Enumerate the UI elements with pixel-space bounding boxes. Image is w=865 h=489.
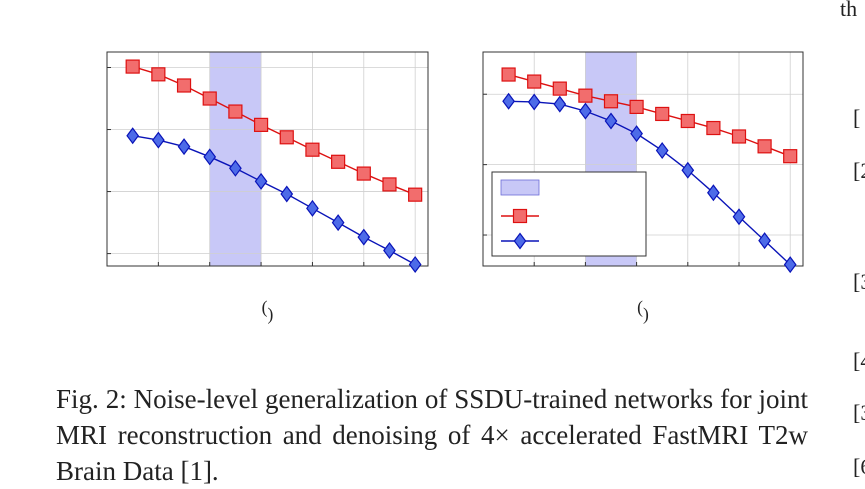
caption-text: Noise-level generalization of SSDU-train… [56, 384, 809, 486]
lpdsnet-point [408, 187, 423, 202]
e2evarnet-point [331, 214, 345, 232]
lpdsnet-point [680, 113, 695, 129]
lpdsnet-point [331, 154, 346, 169]
lpdsnet-point [305, 142, 320, 157]
x-axis-label-close: ) [643, 304, 649, 324]
lpdsnet-line [132, 65, 416, 196]
e2evarnet-point [203, 148, 217, 166]
lpdsnet-point [783, 149, 798, 164]
e2evarnet-point [579, 102, 592, 120]
lpdsnet-point [629, 99, 644, 115]
e2evarnet-point [383, 241, 396, 259]
lpdsnet-point [655, 106, 670, 122]
right-column-fragments: th [ [2 [3 [4 [3 [6 [840, 0, 865, 479]
figure-caption: Fig. 2: Noise-level generalization of SS… [56, 381, 808, 489]
side-bracket-3: [3 [853, 269, 865, 294]
e2evarnet-point [408, 255, 422, 273]
lpdsnet-point [125, 59, 140, 74]
lpdsnet-point [382, 177, 397, 192]
e2evarnet-point [151, 131, 165, 149]
e2evarnet-point [527, 93, 541, 111]
e2evarnet-point [732, 208, 746, 226]
lpdsnet-point [757, 139, 772, 154]
x-axis-label: () [262, 297, 274, 324]
legend-marker [513, 232, 527, 250]
plot-frame [482, 51, 804, 267]
x-axis-label: () [637, 297, 649, 324]
ssim-chart: () [482, 51, 804, 324]
e2evarnet-point [306, 199, 319, 217]
lpdsnet-point [202, 91, 217, 106]
legend-marker [512, 208, 528, 224]
side-bracket-5: [3 [853, 400, 865, 425]
side-bracket-6: [6 [853, 454, 865, 479]
lpdsnet-point [279, 130, 294, 145]
train-noise-region [209, 52, 262, 266]
lpdsnet-line [508, 73, 791, 157]
e2evarnet-point [280, 185, 294, 203]
e2evarnet-point [604, 112, 618, 130]
e2evarnet-point [553, 95, 567, 113]
side-text-top: th [840, 0, 857, 21]
e2evarnet-point [254, 172, 268, 190]
lpdsnet-point [151, 67, 166, 82]
lpdsnet-point [706, 120, 721, 136]
lpdsnet-point [527, 74, 542, 89]
plot-frame [106, 51, 429, 267]
lpdsnet-point [501, 67, 516, 82]
legend-swatch-train [500, 179, 540, 196]
lpdsnet-point [253, 117, 269, 132]
psnr-chart: () [106, 51, 429, 324]
e2evarnet-point [707, 184, 720, 202]
lpdsnet-point [603, 94, 619, 109]
lpdsnet-point [228, 104, 243, 119]
x-axis-label-open: ( [262, 297, 268, 317]
e2evarnet-point [783, 256, 797, 274]
lpdsnet-point [176, 78, 192, 93]
e2evarnet-point [655, 142, 669, 160]
side-bracket-1: [ [853, 105, 860, 130]
e2evarnet-point [177, 138, 191, 156]
x-axis-label-open: ( [637, 297, 643, 317]
e2evarnet-point [630, 125, 643, 143]
e2evarnet-point [758, 232, 771, 250]
side-bracket-2: [2 [853, 158, 865, 183]
e2evarnet-point [502, 92, 515, 110]
caption-label: Fig. 2: [56, 384, 127, 414]
e2evarnet-point [126, 127, 140, 145]
e2evarnet-point [229, 159, 242, 177]
lpdsnet-point [578, 88, 593, 103]
lpdsnet-point [356, 166, 371, 181]
e2evarnet-line [132, 135, 416, 266]
e2evarnet-point [681, 161, 695, 179]
e2evarnet-point [357, 228, 371, 246]
lpdsnet-point [731, 129, 747, 144]
side-bracket-4: [4 [853, 348, 865, 373]
lpdsnet-point [552, 81, 567, 96]
x-axis-label-close: ) [268, 304, 274, 324]
